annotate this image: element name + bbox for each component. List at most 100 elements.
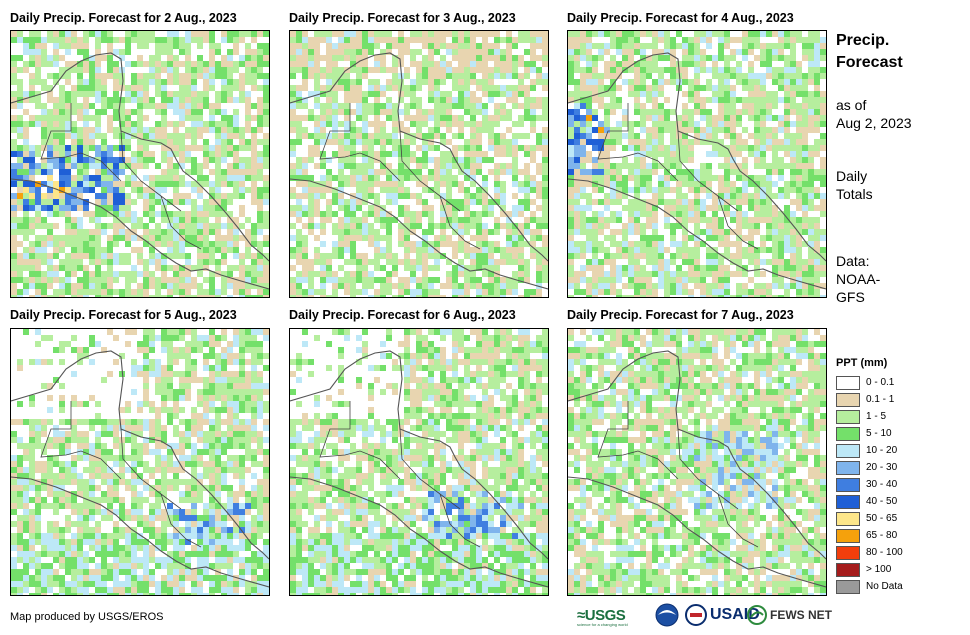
partner-logos: ≈USGS science for a changing world USAID…	[577, 602, 832, 628]
legend-label: 20 - 30	[866, 462, 898, 473]
country-borders	[40, 401, 202, 548]
coastline	[568, 350, 826, 560]
legend-label: 10 - 20	[866, 445, 898, 456]
usgs-logo-tagline: science for a changing world	[577, 622, 628, 627]
legend-swatch	[836, 529, 860, 543]
legend-item: No Data	[836, 579, 956, 596]
legend-item: 0.1 - 1	[836, 392, 956, 409]
as-of-value: Aug 2, 2023	[836, 115, 912, 131]
usaid-seal-icon	[685, 604, 707, 626]
legend-item: 50 - 65	[836, 511, 956, 528]
data-source-line2: NOAA-	[836, 271, 881, 287]
legend-label: 50 - 65	[866, 513, 898, 524]
legend-item: 65 - 80	[836, 528, 956, 545]
data-source: Data: NOAA- GFS	[836, 252, 956, 306]
daily-label: Daily	[836, 168, 868, 184]
coastline	[568, 476, 826, 588]
precip-grid	[11, 329, 269, 595]
forecast-map-6	[567, 328, 827, 596]
precip-grid	[290, 329, 548, 595]
country-borders	[40, 103, 202, 250]
legend-label: No Data	[866, 581, 903, 592]
coastline	[568, 178, 826, 290]
legend-label: 40 - 50	[866, 496, 898, 507]
fews-net-logo-text: FEWS NET	[770, 608, 832, 622]
legend-label: 80 - 100	[866, 547, 903, 558]
legend-label: 0 - 0.1	[866, 377, 895, 388]
map-title-line2: Forecast	[836, 54, 903, 71]
panel-title-1: Daily Precip. Forecast for 2 Aug., 2023	[10, 11, 237, 25]
forecast-map-5	[289, 328, 549, 596]
precip-grid	[290, 31, 548, 297]
noaa-logo	[655, 602, 681, 628]
usaid-logo-text: USAID	[710, 606, 760, 623]
legend-swatch	[836, 478, 860, 492]
forecast-map-1	[10, 30, 270, 298]
legend-label: 1 - 5	[866, 411, 887, 422]
fews-globe-icon	[747, 605, 767, 625]
legend-item: 10 - 20	[836, 443, 956, 460]
forecast-map-4	[10, 328, 270, 596]
legend-swatch	[836, 512, 860, 526]
panel-title-5: Daily Precip. Forecast for 6 Aug., 2023	[289, 308, 516, 322]
data-source-label: Data:	[836, 253, 870, 269]
legend-label: 65 - 80	[866, 530, 898, 541]
coastline	[11, 52, 269, 262]
legend-label: 30 - 40	[866, 479, 898, 490]
country-borders	[597, 401, 759, 548]
legend-item: 40 - 50	[836, 494, 956, 511]
legend-swatch	[836, 546, 860, 560]
coastline	[568, 52, 826, 262]
legend-item: 80 - 100	[836, 545, 956, 562]
data-source-line3: GFS	[836, 289, 865, 305]
panel-title-2: Daily Precip. Forecast for 3 Aug., 2023	[289, 11, 516, 25]
coastline	[290, 178, 548, 290]
coastline	[11, 350, 269, 560]
usaid-logo: USAID	[685, 602, 765, 628]
map-title: Precip. Forecast	[836, 30, 956, 74]
legend-item: 1 - 5	[836, 409, 956, 426]
panel-title-3: Daily Precip. Forecast for 4 Aug., 2023	[567, 11, 794, 25]
noaa-emblem-icon	[655, 603, 679, 627]
precip-grid	[11, 31, 269, 297]
legend-item: 5 - 10	[836, 426, 956, 443]
legend-label: 0.1 - 1	[866, 394, 895, 405]
legend-swatch	[836, 427, 860, 441]
legend-item: 0 - 0.1	[836, 375, 956, 392]
legend: 0 - 0.1 0.1 - 1 1 - 5 5 - 10 10 - 20 20 - 30 3…	[836, 375, 956, 596]
forecast-map-3	[567, 30, 827, 298]
country-borders	[597, 103, 759, 250]
legend-swatch	[836, 376, 860, 390]
usgs-logo-text: ≈USGS	[577, 606, 626, 624]
legend-item: > 100	[836, 562, 956, 579]
map-title-line1: Precip.	[836, 32, 890, 49]
coastline	[290, 476, 548, 588]
legend-item: 20 - 30	[836, 460, 956, 477]
legend-item: 30 - 40	[836, 477, 956, 494]
coastline	[11, 476, 269, 588]
legend-swatch	[836, 410, 860, 424]
coastline	[290, 350, 548, 560]
legend-label: > 100	[866, 564, 892, 575]
precip-grid	[568, 31, 826, 297]
legend-swatch	[836, 461, 860, 475]
coastline	[290, 52, 548, 262]
precip-grid	[568, 329, 826, 595]
map-credit: Map produced by USGS/EROS	[10, 611, 164, 623]
totals-label: Totals	[836, 186, 873, 202]
usgs-logo: ≈USGS science for a changing world	[577, 602, 653, 628]
legend-title: PPT (mm)	[836, 357, 888, 369]
country-borders	[319, 401, 481, 548]
legend-swatch	[836, 393, 860, 407]
country-borders	[319, 103, 481, 250]
daily-totals-note: Daily Totals	[836, 167, 956, 203]
panel-title-6: Daily Precip. Forecast for 7 Aug., 2023	[567, 308, 794, 322]
legend-swatch	[836, 495, 860, 509]
coastline	[11, 178, 269, 290]
legend-label: 5 - 10	[866, 428, 892, 439]
legend-swatch	[836, 580, 860, 594]
fews-net-logo: FEWS NET	[747, 602, 837, 628]
legend-swatch	[836, 563, 860, 577]
as-of-label: as of	[836, 97, 867, 113]
legend-swatch	[836, 444, 860, 458]
